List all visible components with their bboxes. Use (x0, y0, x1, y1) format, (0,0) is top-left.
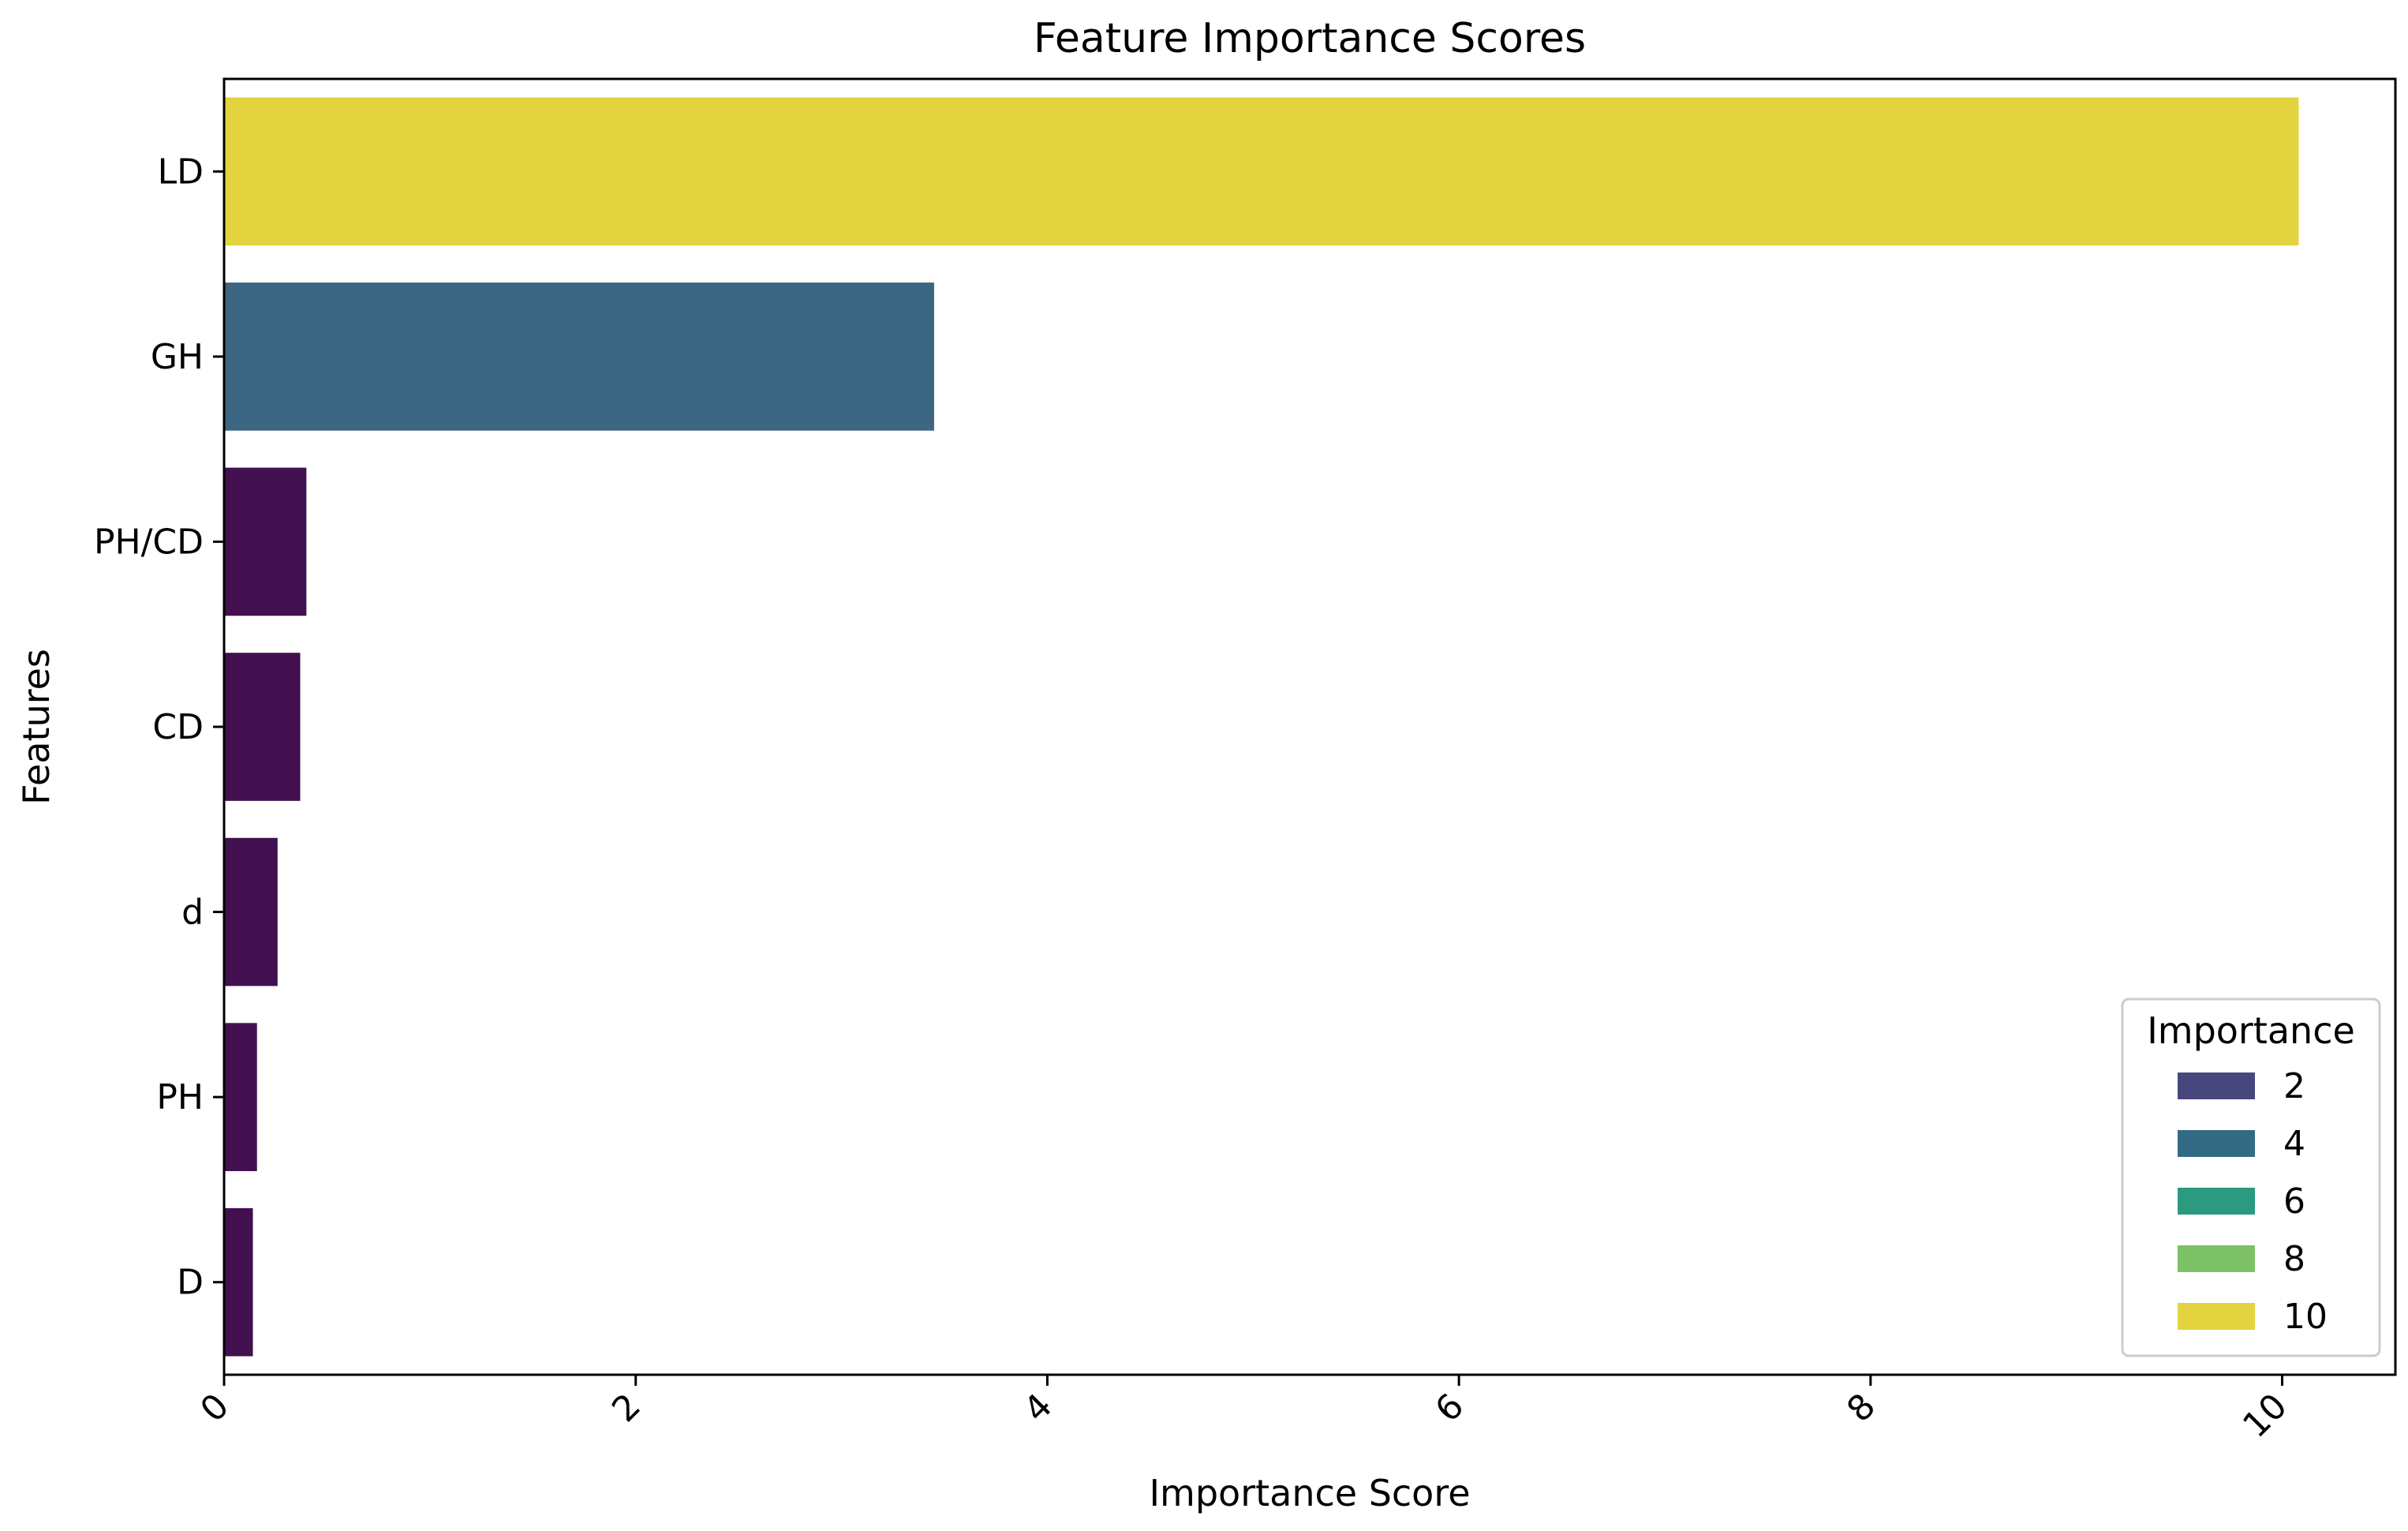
bar-d (224, 837, 278, 986)
bar-CD (224, 653, 301, 801)
y-tick-label-PH/CD: PH/CD (94, 522, 204, 562)
legend-box (2121, 998, 2381, 1357)
legend-swatch-6 (2178, 1188, 2255, 1215)
legend-swatch-2 (2178, 1072, 2255, 1099)
bar-PH/CD (224, 467, 307, 616)
bar-PH (224, 1023, 257, 1171)
legend-label-6: 6 (2283, 1181, 2305, 1222)
x-axis-label: Importance Score (1149, 1472, 1470, 1514)
y-tick-label-d: d (181, 893, 204, 933)
bar-GH (224, 283, 934, 431)
legend-label-8: 8 (2283, 1239, 2305, 1279)
legend-entries: 2 4 6 8 10 (2178, 1066, 2328, 1337)
plot-frame (222, 77, 2397, 1376)
y-ticks: LD GH PH/CD CD d PH D (94, 152, 224, 1303)
legend-label-4: 4 (2283, 1124, 2305, 1164)
bars-layer (224, 97, 2299, 1357)
bar-D (224, 1207, 253, 1357)
legend-swatch-8 (2178, 1245, 2255, 1272)
legend: Importance 2 4 6 8 10 (2121, 998, 2381, 1357)
y-tick-label-D: D (177, 1263, 204, 1303)
legend-swatch-4 (2178, 1130, 2255, 1157)
y-tick-label-LD: LD (158, 152, 204, 192)
y-axis-label: Features (15, 649, 58, 805)
y-tick-label-GH: GH (151, 337, 204, 377)
bar-LD (224, 97, 2299, 246)
y-tick-label-CD: CD (152, 707, 204, 747)
chart-title: Feature Importance Scores (1034, 15, 1586, 62)
legend-label-10: 10 (2283, 1297, 2328, 1337)
legend-swatch-10 (2178, 1303, 2255, 1330)
y-tick-label-PH: PH (156, 1077, 204, 1117)
legend-title: Importance (2147, 1009, 2355, 1052)
legend-label-2: 2 (2283, 1066, 2305, 1106)
